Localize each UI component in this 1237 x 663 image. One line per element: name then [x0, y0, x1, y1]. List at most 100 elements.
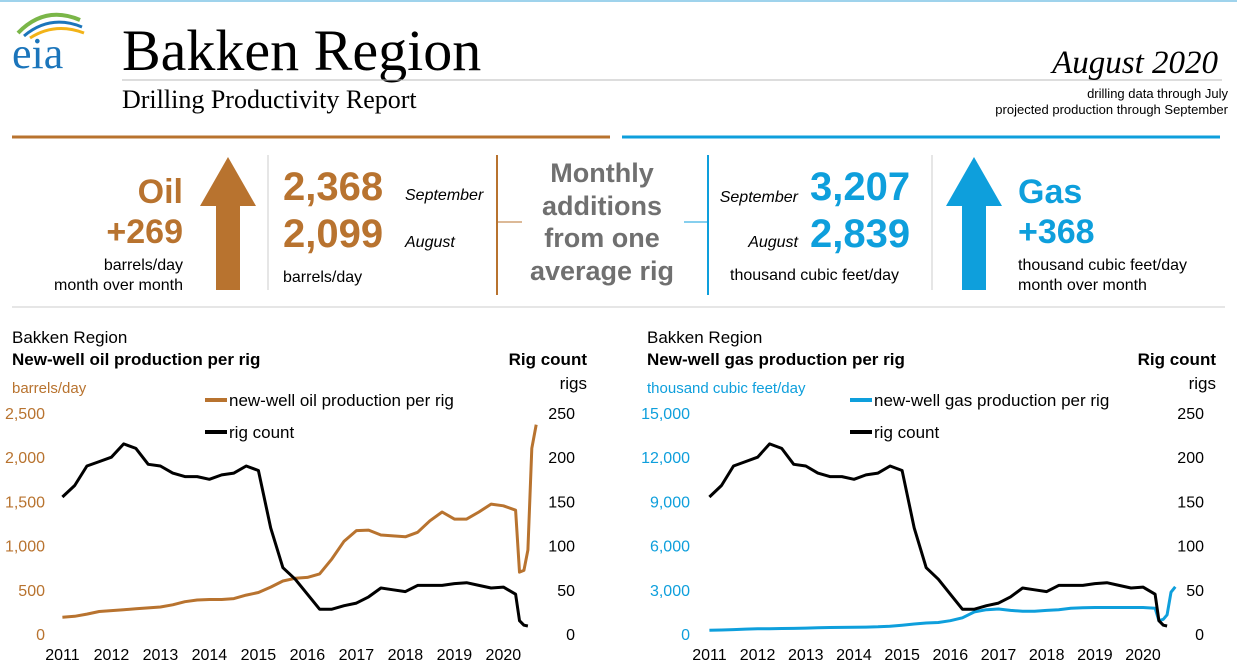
- y2-tick-label: 100: [1177, 539, 1204, 556]
- y2-axis-title: Rig count: [509, 350, 588, 369]
- y2-tick-label: 250: [548, 406, 575, 423]
- legend-label: rig count: [874, 423, 939, 442]
- y2-axis-title: Rig count: [1138, 350, 1217, 369]
- y2-tick-label: 0: [566, 627, 575, 644]
- y2-tick-label: 50: [1186, 583, 1204, 600]
- y-tick-label: 12,000: [641, 450, 690, 467]
- oil-summary: Oil +269 barrels/day month over month 2,…: [54, 155, 522, 295]
- x-tick-label: 2018: [388, 647, 424, 663]
- report-date: August 2020: [1050, 45, 1218, 81]
- oil-period: month over month: [54, 277, 183, 294]
- x-tick-label: 2013: [143, 647, 179, 663]
- chart-subtitle: Bakken Region: [647, 328, 762, 347]
- oil-label: Oil: [138, 173, 183, 211]
- y-tick-label: 3,000: [650, 583, 690, 600]
- middle-text: Monthly additions from one average rig: [530, 158, 674, 286]
- gas-latest-month: September: [720, 189, 799, 206]
- note: drilling data through July: [1087, 86, 1228, 101]
- series-line: [62, 424, 538, 619]
- gas-unit: thousand cubic feet/day: [1018, 257, 1187, 274]
- report-subtitle: Drilling Productivity Report: [122, 85, 417, 114]
- middle-line: Monthly: [550, 158, 653, 188]
- series-line: [709, 585, 1177, 632]
- x-tick-label: 2019: [437, 647, 473, 663]
- x-tick-label: 2011: [692, 647, 727, 663]
- x-tick-label: 2011: [45, 647, 80, 663]
- oil-level-unit: barrels/day: [283, 269, 362, 286]
- x-tick-label: 2016: [290, 647, 326, 663]
- oil-previous-month: August: [404, 234, 455, 251]
- x-tick-label: 2012: [740, 647, 776, 663]
- middle-line: from one: [544, 223, 660, 253]
- gas-summary: September 3,207 August 2,839 thousand cu…: [684, 155, 1187, 295]
- x-tick-label: 2018: [1029, 647, 1065, 663]
- x-tick-label: 2020: [1125, 647, 1161, 663]
- y-tick-label: 2,500: [5, 406, 45, 423]
- y-tick-label: 500: [18, 583, 45, 600]
- x-tick-label: 2017: [981, 647, 1017, 663]
- legend-label: rig count: [229, 423, 294, 442]
- logo-arc: [23, 20, 83, 38]
- logo-arc: [29, 27, 85, 40]
- x-tick-label: 2014: [836, 647, 872, 663]
- gas-previous: 2,839: [810, 212, 910, 256]
- report-title: Bakken Region: [122, 18, 481, 83]
- y2-tick-label: 200: [548, 450, 575, 467]
- oil-change: +269: [106, 213, 183, 251]
- gas-latest: 3,207: [810, 165, 910, 209]
- x-tick-label: 2020: [486, 647, 522, 663]
- y-axis-label: thousand cubic feet/day: [647, 380, 806, 397]
- y2-tick-label: 100: [548, 539, 575, 556]
- series-line: [708, 442, 1168, 628]
- y-tick-label: 15,000: [641, 406, 690, 423]
- oil-unit: barrels/day: [104, 257, 183, 274]
- x-tick-label: 2015: [884, 647, 920, 663]
- legend-label: new-well gas production per rig: [874, 391, 1109, 410]
- y2-tick-label: 150: [548, 494, 575, 511]
- gas-level-unit: thousand cubic feet/day: [730, 267, 899, 284]
- x-tick-label: 2019: [1077, 647, 1113, 663]
- x-tick-label: 2013: [788, 647, 824, 663]
- gas-label: Gas: [1018, 173, 1082, 211]
- middle-line: additions: [542, 191, 662, 221]
- x-tick-label: 2014: [192, 647, 228, 663]
- y2-tick-label: 200: [1177, 450, 1204, 467]
- gas-previous-month: August: [747, 234, 798, 251]
- gas-period: month over month: [1018, 277, 1147, 294]
- middle-line: average rig: [530, 256, 674, 286]
- oil-latest: 2,368: [283, 165, 383, 209]
- x-tick-label: 2012: [94, 647, 130, 663]
- gas-change: +368: [1018, 213, 1095, 251]
- y-tick-label: 0: [36, 627, 45, 644]
- y-tick-label: 2,000: [5, 450, 45, 467]
- x-tick-label: 2017: [339, 647, 375, 663]
- y2-tick-label: 0: [1195, 627, 1204, 644]
- legend-label: new-well oil production per rig: [229, 391, 454, 410]
- oil-arrow: [200, 157, 256, 290]
- x-tick-label: 2016: [933, 647, 969, 663]
- chart-title: New-well oil production per rig: [12, 350, 260, 369]
- y-tick-label: 6,000: [650, 539, 690, 556]
- y-tick-label: 0: [681, 627, 690, 644]
- y-axis-label: barrels/day: [12, 380, 87, 397]
- y2-tick-label: 250: [1177, 406, 1204, 423]
- y-tick-label: 1,500: [5, 494, 45, 511]
- y-tick-label: 9,000: [650, 494, 690, 511]
- gas-arrow: [946, 157, 1002, 290]
- oil-latest-month: September: [405, 187, 484, 204]
- x-tick-label: 2015: [241, 647, 277, 663]
- y-tick-label: 1,000: [5, 539, 45, 556]
- y2-axis-label: rigs: [1189, 374, 1216, 393]
- oil-previous: 2,099: [283, 212, 383, 256]
- logo: eia: [12, 12, 85, 78]
- y2-tick-label: 50: [557, 583, 575, 600]
- logo-text: eia: [12, 29, 63, 78]
- chart-subtitle: Bakken Region: [12, 328, 127, 347]
- series-line: [61, 442, 529, 628]
- y2-tick-label: 150: [1177, 494, 1204, 511]
- y2-axis-label: rigs: [560, 374, 587, 393]
- chart-title: New-well gas production per rig: [647, 350, 905, 369]
- note: projected production through September: [995, 102, 1228, 117]
- logo-arc: [16, 12, 81, 35]
